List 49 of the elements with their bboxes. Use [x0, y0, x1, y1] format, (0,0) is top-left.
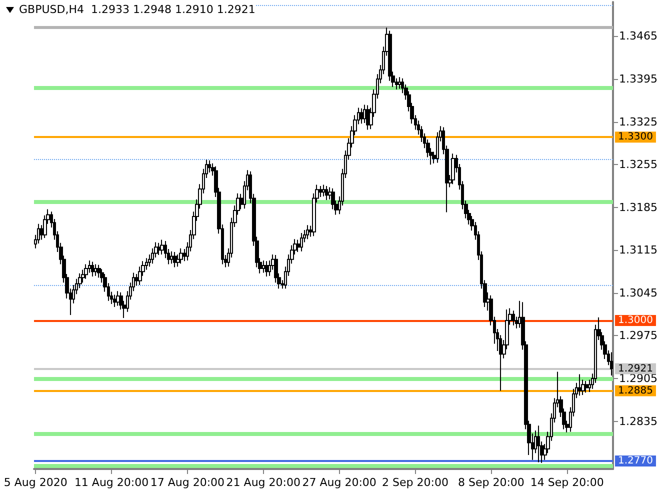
candlestick — [325, 185, 328, 201]
candlestick — [610, 352, 613, 376]
candlestick — [262, 260, 265, 274]
candlestick — [94, 264, 97, 276]
x-tick-label: 27 Aug 20:00 — [302, 476, 376, 489]
candlestick — [160, 239, 164, 255]
y-tick-label: 1.3185 — [619, 200, 658, 214]
chart-title: GBPUSD,H4 1.2933 1.2948 1.2910 1.2921 — [19, 3, 256, 16]
ref-line-label: 1.2921 — [618, 363, 653, 374]
y-tick-label: 1.3395 — [619, 72, 658, 86]
y-tick-label: 1.3325 — [619, 115, 658, 128]
x-tick-label: 8 Sep 20:00 — [458, 476, 524, 489]
x-tick-label: 14 Sep 20:00 — [530, 476, 604, 489]
candlestick — [578, 374, 582, 396]
candlestick — [451, 153, 455, 185]
candlestick — [84, 264, 88, 280]
y-tick-label: 1.3115 — [619, 244, 658, 257]
y-tick-label: 1.3045 — [619, 286, 658, 300]
candlestick — [173, 252, 177, 268]
ref-line-label: 1.3300 — [618, 132, 653, 143]
candlestick — [512, 310, 515, 326]
y-tick-label: 1.3465 — [619, 30, 658, 43]
candlestick — [157, 242, 161, 256]
x-tick-label: 2 Sep 20:00 — [382, 476, 448, 489]
candlestick — [265, 260, 268, 277]
y-tick-label: 1.2905 — [619, 372, 658, 386]
candlestick — [300, 232, 303, 252]
y-tick-label: 1.2835 — [619, 414, 658, 428]
candlestick — [113, 294, 116, 308]
candlestick — [306, 224, 309, 240]
ref-line-label: 1.3000 — [618, 314, 653, 326]
candlestick — [584, 380, 588, 394]
candlestick — [398, 76, 401, 90]
candlestick — [322, 184, 325, 197]
candlestick — [116, 290, 120, 306]
ref-line-label: 1.2885 — [618, 385, 653, 396]
x-tick-label: 11 Aug 20:00 — [74, 476, 149, 489]
candlestick — [170, 250, 173, 264]
x-tick-label: 5 Aug 2020 — [4, 476, 68, 489]
x-tick-label: 21 Aug 20:00 — [226, 476, 300, 489]
y-tick-label: 1.2975 — [619, 329, 658, 342]
candlestick — [360, 108, 363, 124]
candlestick — [91, 261, 94, 277]
candlestick — [97, 264, 101, 278]
ref-line-label: 1.2770 — [618, 456, 653, 467]
candlestick — [537, 425, 540, 463]
x-tick-label: 17 Aug 20:00 — [150, 476, 225, 489]
y-tick-label: 1.3255 — [619, 158, 658, 172]
candlestick — [179, 248, 183, 264]
